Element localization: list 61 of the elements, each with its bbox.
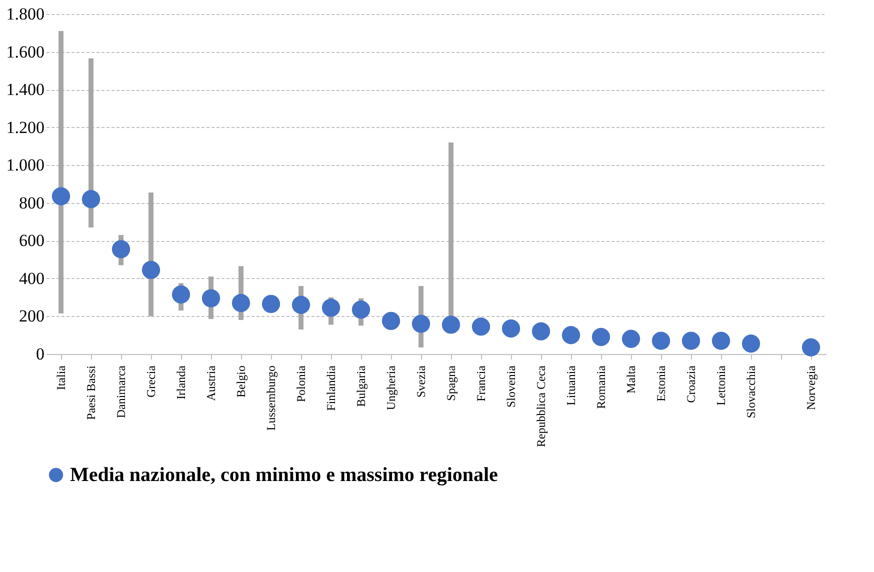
point <box>442 316 460 334</box>
x-tick-label: Lussemburgo <box>264 366 278 431</box>
x-tick-label: Austria <box>204 364 218 401</box>
point <box>802 338 820 356</box>
x-tick-label: Lituania <box>564 364 578 406</box>
x-tick-label: Estonia <box>654 364 668 402</box>
x-tick-label: Francia <box>474 364 488 402</box>
point <box>352 300 370 319</box>
x-tick-label: Finlandia <box>324 364 338 411</box>
x-tick-label: Slovacchia <box>744 364 758 418</box>
x-tick-label: Slovenia <box>504 364 518 408</box>
y-tick-label: 800 <box>19 193 44 212</box>
point <box>502 319 520 338</box>
x-tick-label: Polonia <box>294 364 308 402</box>
y-tick-label: 1.800 <box>6 4 44 24</box>
point <box>532 322 550 340</box>
x-tick-label: Lettonia <box>714 364 728 406</box>
x-tick-label: Belgio <box>234 366 248 398</box>
point <box>562 326 580 344</box>
x-tick-label: Bulgaria <box>354 364 368 407</box>
y-tick-label: 600 <box>19 231 44 250</box>
point <box>142 260 160 280</box>
y-tick-label: 1.000 <box>6 156 44 175</box>
x-tick-label: Spagna <box>444 364 458 401</box>
point <box>52 187 70 206</box>
y-tick-label: 200 <box>19 306 44 326</box>
x-tick-label: Repubblica Ceca <box>534 364 548 448</box>
y-tick-label: 1.600 <box>6 42 44 62</box>
point <box>262 294 280 314</box>
point <box>232 294 250 312</box>
point <box>382 312 400 330</box>
point <box>742 334 760 353</box>
point <box>322 298 340 317</box>
point <box>472 318 490 336</box>
x-tick-label: Grecia <box>144 364 158 398</box>
x-tick-label: Ungheria <box>384 364 398 410</box>
x-tick-label: Romania <box>594 364 608 409</box>
x-tick-label: Svezia <box>414 364 428 398</box>
point <box>112 240 130 258</box>
point <box>292 296 310 314</box>
point <box>202 289 220 308</box>
point <box>622 330 640 348</box>
point <box>592 328 610 346</box>
point <box>652 332 670 350</box>
x-tick-label: Croazia <box>684 364 698 403</box>
point <box>682 332 700 350</box>
x-tick-label: Malta <box>624 364 638 394</box>
x-tick-label: Irlanda <box>174 364 188 400</box>
point <box>712 332 730 350</box>
point <box>172 285 190 304</box>
y-tick-label: 400 <box>19 268 44 288</box>
y-tick-label: 1.200 <box>6 118 44 137</box>
y-tick-label: 1.400 <box>6 80 44 100</box>
x-tick-label: Italia <box>54 364 68 390</box>
x-tick-label: Danimarca <box>114 364 128 418</box>
x-tick-label: Paesi Bassi <box>84 364 98 420</box>
x-tick-label: Norvegia <box>804 364 818 410</box>
point <box>82 190 100 208</box>
y-tick-label: 0 <box>36 344 44 364</box>
legend-label: Media nazionale, con minimo e massimo regionale <box>70 464 498 486</box>
point <box>412 314 430 333</box>
